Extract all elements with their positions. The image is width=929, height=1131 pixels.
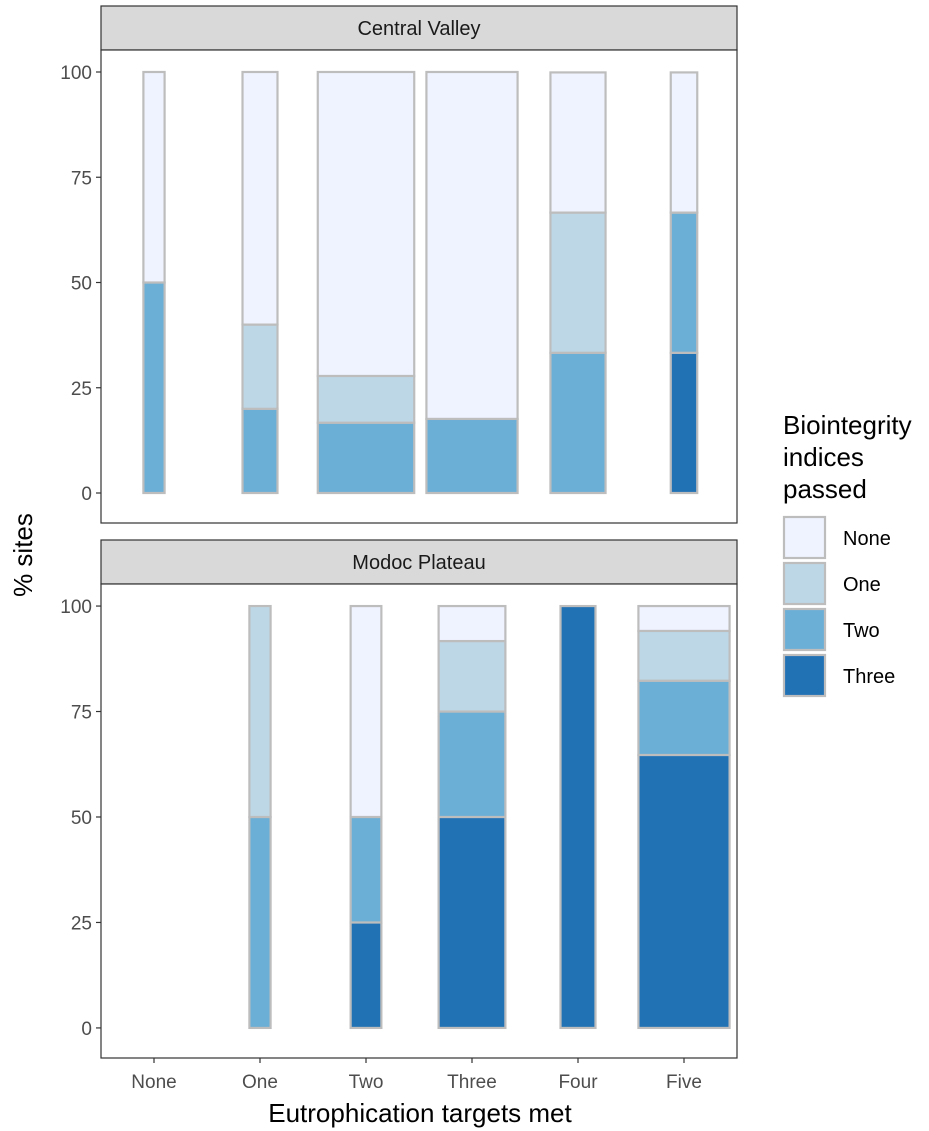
bar-segment-modoc-plateau-three-one — [437, 639, 507, 713]
bar-segment-modoc-plateau-two-two — [349, 815, 383, 924]
bar-segment-modoc-plateau-one-one — [248, 604, 272, 819]
bar-segment-modoc-plateau-four-three — [559, 604, 597, 1030]
bar-segment-central-valley-one-none — [241, 70, 279, 326]
bar-segment-modoc-plateau-one-two — [248, 815, 272, 1030]
bar-segment-central-valley-two-two — [316, 421, 416, 495]
y-tick-label: 25 — [71, 379, 92, 400]
bar-segment-central-valley-five-none — [669, 71, 699, 214]
legend-label-two: Two — [843, 620, 880, 642]
bar-segment-modoc-plateau-two-three — [349, 921, 383, 1030]
y-tick-label: 100 — [60, 597, 92, 618]
plot-background — [101, 584, 737, 1058]
bar-segment-modoc-plateau-three-none — [437, 604, 507, 643]
bar-segment-central-valley-four-none — [549, 71, 607, 214]
legend-title-line: indices — [783, 442, 864, 472]
legend-label-none: None — [843, 528, 891, 550]
plot-border — [100, 583, 738, 1059]
x-tick-label-five: Five — [666, 1072, 702, 1093]
panel-central-valley: Central Valley 0 25 50 75 100 — [60, 5, 738, 524]
bar-segment-central-valley-two-none — [316, 70, 416, 378]
bar-segment-central-valley-none-two — [142, 281, 166, 495]
y-tick-label: 100 — [60, 63, 92, 84]
x-tick-label-two: Two — [349, 1072, 384, 1093]
y-tick-label: 50 — [71, 808, 92, 829]
bar-segment-central-valley-one-one — [241, 323, 279, 410]
legend-title-line: Biointegrity — [783, 410, 912, 440]
bar-segment-modoc-plateau-five-three — [637, 753, 731, 1030]
facet-strip — [100, 539, 738, 585]
bar-segment-central-valley-three-none — [425, 70, 519, 421]
facet-strip-label: Modoc Plateau — [352, 552, 485, 574]
x-tick-label-four: Four — [558, 1072, 598, 1093]
bar-segment-central-valley-three-two — [425, 417, 519, 495]
legend-label-one: One — [843, 574, 881, 596]
bar-segment-modoc-plateau-two-none — [349, 604, 383, 819]
y-axis-title: % sites — [8, 513, 38, 597]
legend-key-two — [782, 607, 827, 652]
x-tick-label-three: Three — [447, 1072, 497, 1093]
plot-background — [101, 50, 737, 523]
bar-segment-modoc-plateau-five-two — [637, 679, 731, 757]
bar-segment-central-valley-five-two — [669, 211, 699, 354]
bar-segment-central-valley-none-none — [142, 70, 166, 284]
bar-segment-central-valley-four-two — [549, 351, 607, 495]
y-tick-label: 50 — [71, 274, 92, 295]
bar-segment-modoc-plateau-five-none — [637, 604, 731, 633]
panel-modoc-plateau: Modoc Plateau 0 25 50 75 100 — [60, 539, 738, 1059]
bar-segment-central-valley-five-three — [669, 351, 699, 495]
bar-segment-modoc-plateau-three-two — [437, 710, 507, 819]
y-tick-label: 0 — [81, 484, 92, 505]
x-axis-title: Eutrophication targets met — [268, 1098, 572, 1128]
legend-label-three: Three — [843, 666, 895, 688]
plot-border — [100, 49, 738, 524]
bar-segment-central-valley-four-one — [549, 211, 607, 354]
y-tick-label: 75 — [71, 703, 92, 724]
y-tick-label: 25 — [71, 913, 92, 934]
x-tick-label-none: None — [131, 1072, 176, 1093]
bar-segment-modoc-plateau-three-three — [437, 815, 507, 1030]
facet-strip-label: Central Valley — [357, 18, 480, 40]
legend-key-one — [782, 561, 827, 606]
legend-key-three — [782, 653, 827, 698]
bar-segment-modoc-plateau-five-one — [637, 629, 731, 682]
bar-segment-central-valley-two-one — [316, 374, 416, 424]
x-tick-label-one: One — [242, 1072, 278, 1093]
y-tick-label: 0 — [81, 1019, 92, 1040]
bar-segment-central-valley-one-two — [241, 407, 279, 495]
facet-panels: Central Valley 0 25 50 75 100 Modoc Plateau 0 25… — [60, 5, 738, 1059]
legend-title-line: passed — [783, 474, 867, 504]
x-axis: None One Two Three Four Five — [131, 1058, 702, 1093]
facet-strip — [100, 5, 738, 51]
y-tick-label: 75 — [71, 168, 92, 189]
legend-key-none — [782, 515, 827, 560]
